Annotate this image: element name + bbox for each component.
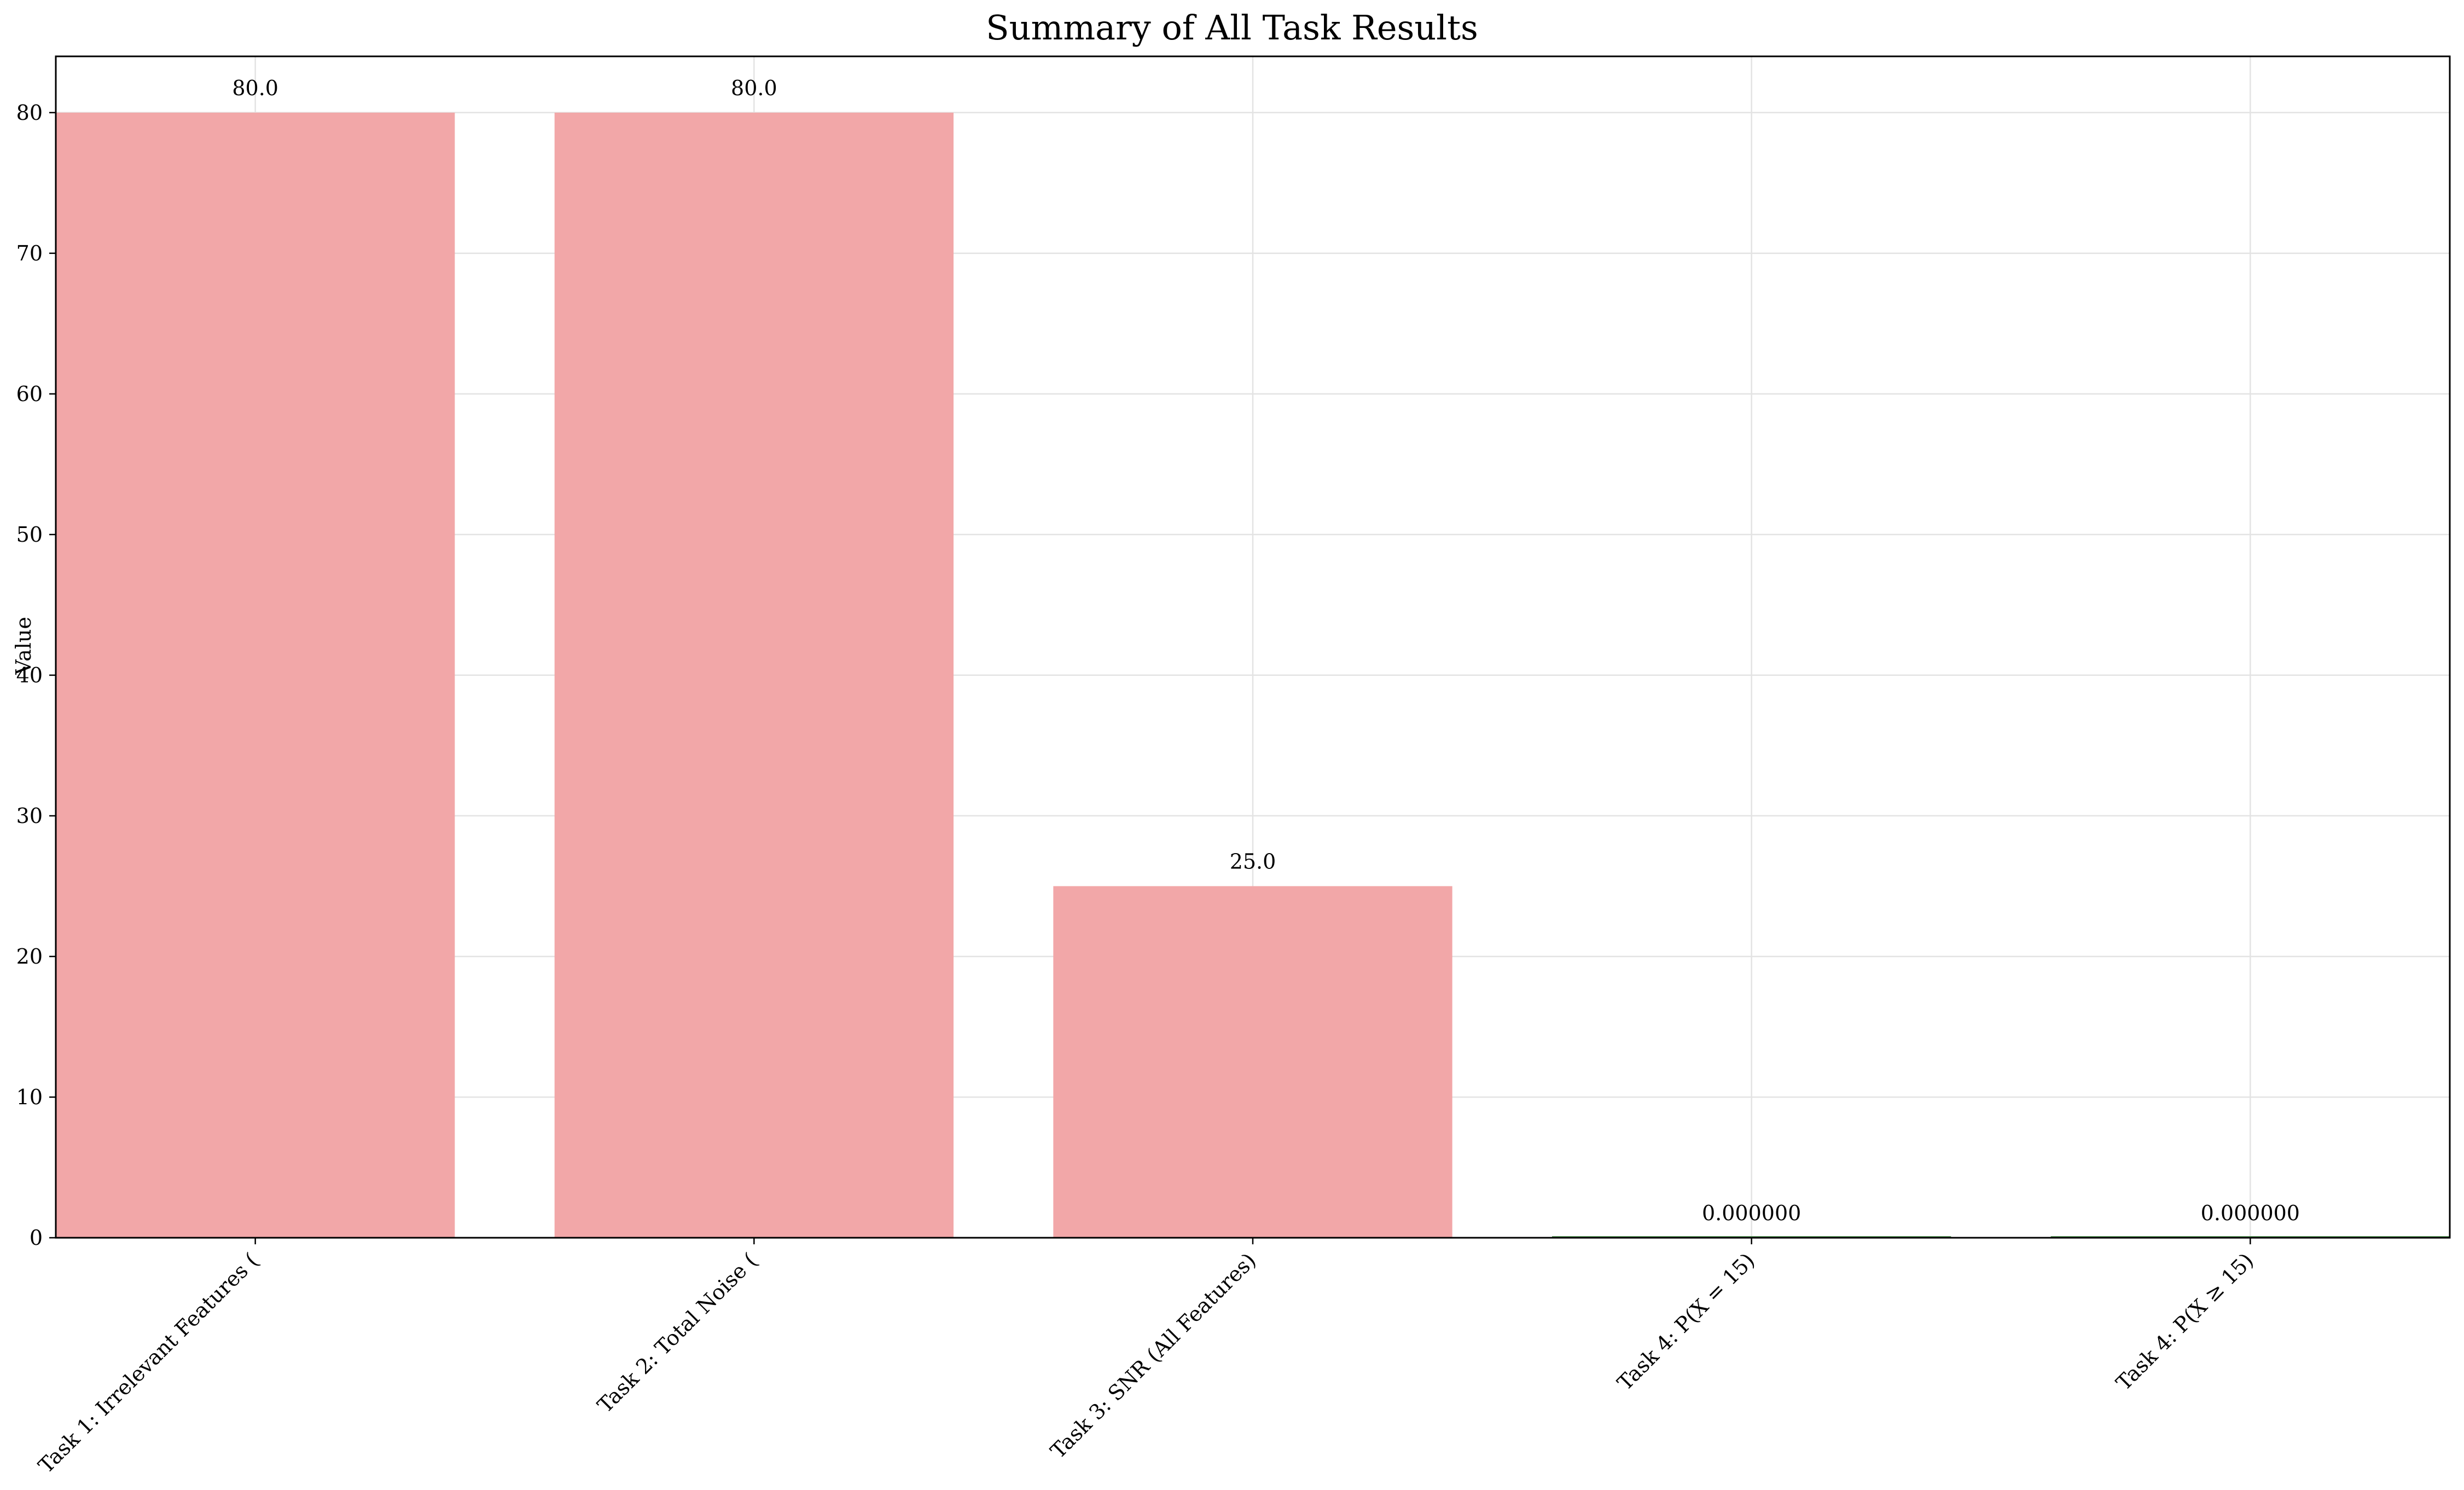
data-label: 80.0 xyxy=(232,76,278,100)
bar[interactable] xyxy=(56,112,455,1238)
bar[interactable] xyxy=(1053,886,1452,1238)
x-tick-label: Task 1: Irrelevant Features ( xyxy=(33,1248,263,1478)
y-tick-label: 0 xyxy=(30,1226,43,1250)
y-axis-label: Value xyxy=(11,617,36,675)
y-tick-label: 80 xyxy=(16,101,43,125)
y-tick-label: 40 xyxy=(16,663,43,687)
x-tick-label: Task 4: P(X ≥ 15) xyxy=(2111,1248,2258,1395)
data-label: 0.000000 xyxy=(2201,1201,2300,1225)
y-tick-label: 70 xyxy=(16,241,43,265)
data-labels: 80.0 80.0 25.0 0.000000 0.000000 xyxy=(232,76,2300,1225)
data-label: 80.0 xyxy=(731,76,777,100)
data-label: 0.000000 xyxy=(1702,1201,1801,1225)
y-tick-label: 30 xyxy=(16,804,43,828)
y-tick-label: 60 xyxy=(16,382,43,406)
data-label: 25.0 xyxy=(1230,849,1276,873)
bar[interactable] xyxy=(554,112,954,1238)
y-axis-ticks: 0 10 20 30 40 50 60 70 80 xyxy=(16,101,56,1250)
y-tick-label: 10 xyxy=(16,1085,43,1109)
x-axis-ticks: Task 1: Irrelevant Features ( Task 2: Tot… xyxy=(33,1238,2258,1478)
x-tick-label: Task 3: SNR (All Features) xyxy=(1046,1248,1261,1463)
bars xyxy=(56,112,2450,1238)
y-tick-label: 20 xyxy=(16,944,43,969)
y-tick-label: 50 xyxy=(16,523,43,547)
chart-title: Summary of All Task Results xyxy=(986,8,1478,48)
x-tick-label: Task 2: Total Noise ( xyxy=(592,1248,762,1417)
x-tick-label: Task 4: P(X = 15) xyxy=(1613,1248,1759,1395)
